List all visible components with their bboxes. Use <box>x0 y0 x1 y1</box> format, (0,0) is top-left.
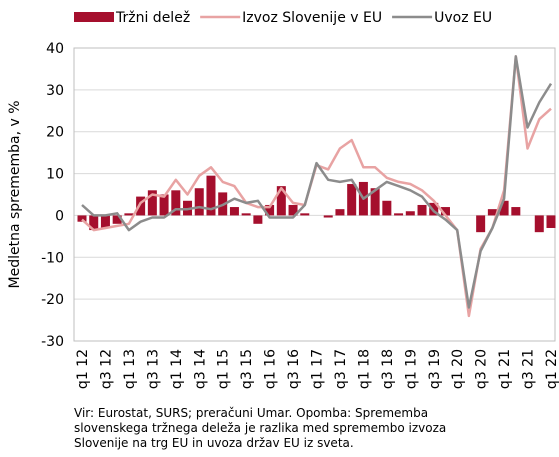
bar <box>440 207 450 216</box>
x-tick-label: q3 14 <box>192 349 208 389</box>
bar <box>499 200 509 216</box>
bar <box>534 215 544 233</box>
x-tick-label: q1 19 <box>403 349 419 389</box>
bar <box>288 204 298 216</box>
x-tick-label: q1 14 <box>169 349 185 389</box>
bar <box>300 213 310 216</box>
y-tick-label: -30 <box>41 334 64 350</box>
legend-label: Tržni delež <box>115 10 190 26</box>
legend-swatch <box>74 12 114 22</box>
x-tick-label: q1 13 <box>122 349 138 389</box>
bar <box>159 194 169 216</box>
bar <box>229 207 239 216</box>
bar <box>276 186 286 216</box>
bar <box>405 211 415 216</box>
bar <box>206 175 216 216</box>
y-axis-label: Medletna sprememba, v % <box>7 100 23 288</box>
bar <box>171 190 181 216</box>
bar <box>347 184 357 216</box>
y-tick-label: -10 <box>41 250 64 266</box>
bar <box>417 204 427 216</box>
bar <box>394 213 404 216</box>
bar <box>476 215 486 233</box>
line <box>81 55 552 318</box>
x-tick-label: q1 12 <box>75 349 91 389</box>
x-tick-label: q1 17 <box>310 349 326 389</box>
x-tick-label: q1 21 <box>497 349 513 389</box>
x-tick-label: q3 16 <box>286 349 302 389</box>
bar <box>136 196 146 216</box>
x-tick-label: q1 15 <box>216 349 232 389</box>
bar <box>147 190 157 216</box>
bar <box>77 215 87 222</box>
legend-label: Izvoz Slovenije v EU <box>242 10 382 26</box>
note: slovenskega tržnega deleža je razlika me… <box>74 421 446 435</box>
bar <box>487 209 497 216</box>
bar <box>253 215 263 224</box>
x-tick-label: q3 17 <box>333 349 349 389</box>
bar <box>335 209 345 216</box>
bar <box>194 188 204 216</box>
line <box>81 55 553 309</box>
x-tick-label: q1 16 <box>263 349 279 389</box>
x-tick-label: q3 18 <box>380 349 396 389</box>
y-tick-label: 40 <box>46 41 64 57</box>
x-tick-label: q1 20 <box>450 349 466 389</box>
bar <box>100 215 110 228</box>
y-tick-label: 0 <box>55 208 64 224</box>
bar <box>370 188 380 216</box>
y-tick-label: 30 <box>46 83 64 99</box>
x-tick-label: q3 20 <box>474 349 490 389</box>
note: Vir: Eurostat, SURS; preračuni Umar. Opo… <box>74 406 428 420</box>
bar <box>241 213 251 216</box>
x-tick-label: q3 15 <box>239 349 255 389</box>
y-tick-label: -20 <box>41 292 64 308</box>
plot-frame <box>73 47 556 342</box>
bar <box>546 215 556 228</box>
bar <box>265 204 275 216</box>
bar <box>511 207 521 216</box>
bar <box>323 215 333 218</box>
x-tick-label: q1 22 <box>544 349 559 389</box>
bar <box>89 215 99 231</box>
x-tick-label: q3 19 <box>427 349 443 389</box>
bar <box>112 215 122 224</box>
x-tick-label: q3 12 <box>98 349 114 389</box>
note: Slovenije na trg EU in uvoza držav EU iz… <box>74 436 354 450</box>
x-tick-label: q3 21 <box>521 349 537 389</box>
x-tick-label: q1 18 <box>356 349 372 389</box>
bar <box>382 200 392 216</box>
x-tick-label: q3 13 <box>145 349 161 389</box>
bar <box>124 213 134 216</box>
legend-label: Uvoz EU <box>434 10 492 26</box>
y-tick-label: 20 <box>46 125 64 141</box>
y-tick-label: 10 <box>46 167 64 183</box>
